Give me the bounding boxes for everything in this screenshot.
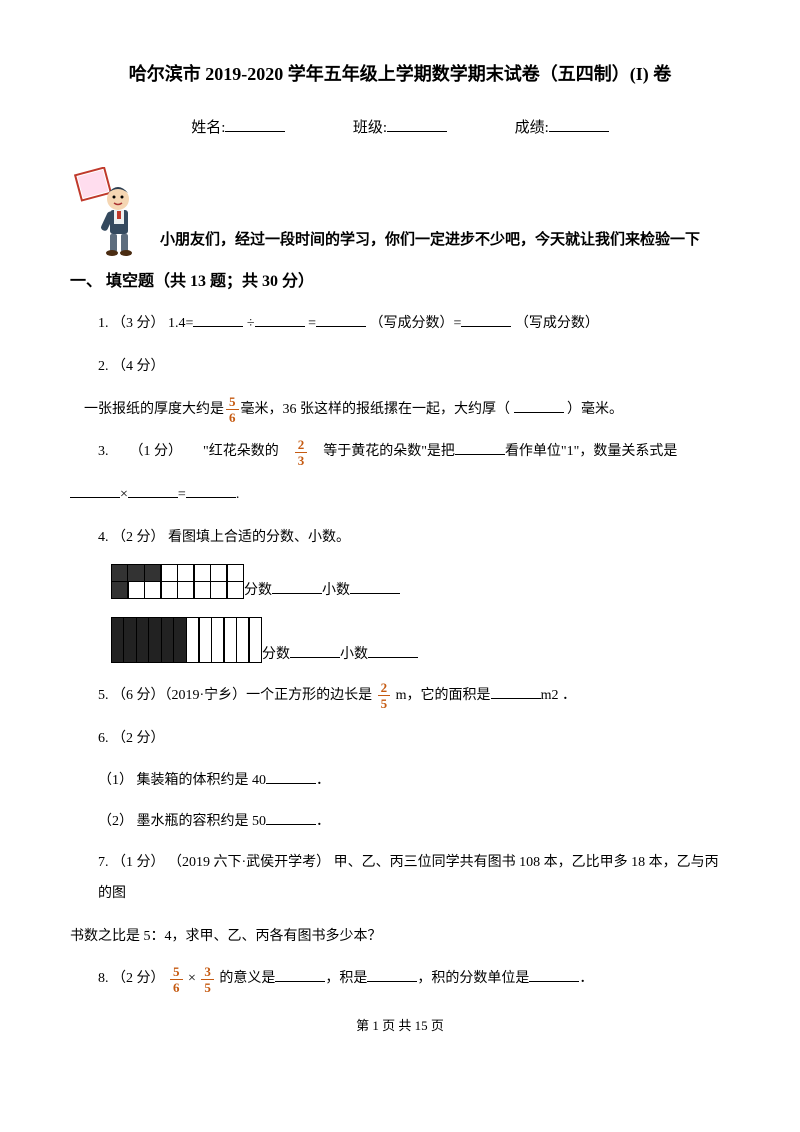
student-info-line: 姓名: 班级: 成绩: xyxy=(70,116,730,137)
question-7: 7. （1 分） （2019 六下·武侯开学考） 甲、乙、丙三位同学共有图书 1… xyxy=(98,848,730,910)
q8-times: × xyxy=(185,971,200,986)
q8-b: 的意义是 xyxy=(216,971,276,986)
q1-blank-2[interactable] xyxy=(255,312,305,327)
q3-blank-3[interactable] xyxy=(128,483,178,498)
question-4-header: 4. （2 分） 看图填上合适的分数、小数。 xyxy=(98,523,730,554)
q8-a: 8. （2 分） xyxy=(98,971,168,986)
question-3-line2: × =. xyxy=(70,480,730,511)
question-7-line2: 书数之比是 5：4，求甲、乙、丙各有图书多少本？ xyxy=(70,922,730,953)
q1-blank-1[interactable] xyxy=(193,312,243,327)
q4-frac-label-2: 分数 xyxy=(262,647,290,662)
name-blank[interactable] xyxy=(225,116,285,132)
question-6-header: 6. （2 分） xyxy=(98,724,730,755)
q4-figure-1: 分数 小数 xyxy=(112,566,730,599)
question-2-body: 一张报纸的厚度大约是56毫米，36 张这样的报纸摞在一起，大约厚（ ）毫米。 xyxy=(84,395,730,426)
q3-blank-2[interactable] xyxy=(70,483,120,498)
question-1: 1. （3 分） 1.4= ÷ = （写成分数）= （写成分数） xyxy=(98,309,730,340)
q2-b: 毫米，36 张这样的报纸摞在一起，大约厚（ xyxy=(241,402,514,417)
q7-b: 书数之比是 5：4，求甲、乙、丙各有图书多少本？ xyxy=(70,929,382,944)
exam-title: 哈尔滨市 2019-2020 学年五年级上学期数学期末试卷（五四制）(I) 卷 xyxy=(70,60,730,86)
mascot-icon xyxy=(70,167,160,257)
q6-s1: （1） 集装箱的体积约是 40 xyxy=(98,773,266,788)
q3-b: 等于黄花的朵数"是把 xyxy=(309,444,455,459)
q4-dec-label-2: 小数 xyxy=(340,647,368,662)
q6-dot-1: ． xyxy=(316,773,330,788)
q5-fraction: 25 xyxy=(378,681,391,710)
q4-blank-1[interactable] xyxy=(272,577,322,594)
q1-note1: （写成分数）= xyxy=(370,316,462,331)
class-label: 班级: xyxy=(353,116,387,137)
q3-fraction: 23 xyxy=(295,438,308,467)
q4-grid-2 xyxy=(112,617,262,663)
q1-blank-3[interactable] xyxy=(316,312,366,327)
question-6-2: （2） 墨水瓶的容积约是 50 ． xyxy=(98,807,730,838)
class-blank[interactable] xyxy=(387,116,447,132)
q8-fraction-2: 35 xyxy=(201,965,214,994)
q3-f: . xyxy=(236,487,240,502)
q2-blank[interactable] xyxy=(514,398,564,413)
q5-blank[interactable] xyxy=(491,684,541,699)
q8-e: ． xyxy=(579,971,593,986)
q4-blank-4[interactable] xyxy=(368,641,418,658)
q3-blank-4[interactable] xyxy=(186,483,236,498)
question-8: 8. （2 分） 56 × 35 的意义是 ，积是 ，积的分数单位是 ． xyxy=(98,964,730,995)
question-3: 3. （1 分） "红花朵数的 23 等于黄花的朵数"是把 看作单位"1"，数量关… xyxy=(98,437,730,468)
q3-blank-1[interactable] xyxy=(455,440,505,455)
q8-d: ，积的分数单位是 xyxy=(417,971,529,986)
q1-note2: （写成分数） xyxy=(515,316,599,331)
q4-grid-1 xyxy=(112,566,244,599)
q1-eq: = xyxy=(308,316,316,331)
q2-fraction: 56 xyxy=(226,395,239,424)
q8-c: ，积是 xyxy=(325,971,367,986)
q6-blank-1[interactable] xyxy=(266,769,316,784)
q1-div: ÷ xyxy=(247,316,255,331)
q3-a: 3. （1 分） "红花朵数的 xyxy=(98,444,293,459)
q1-prefix: 1. （3 分） 1.4= xyxy=(98,316,193,331)
q5-b: m，它的面积是 xyxy=(392,688,490,703)
q5-a: 5. （6 分）（2019·宁乡）一个正方形的边长是 xyxy=(98,688,376,703)
q5-c: m2 ． xyxy=(541,688,576,703)
intro-text: 小朋友们，经过一段时间的学习，你们一定进步不少吧，今天就让我们来检验一下 xyxy=(160,228,700,257)
q3-d: × xyxy=(120,487,128,502)
q2-a: 一张报纸的厚度大约是 xyxy=(84,402,224,417)
q1-blank-4[interactable] xyxy=(461,312,511,327)
name-label: 姓名: xyxy=(191,116,225,137)
q8-blank-2[interactable] xyxy=(367,967,417,982)
q7-a: 7. （1 分） （2019 六下·武侯开学考） 甲、乙、丙三位同学共有图书 1… xyxy=(98,855,719,901)
q2-c: ）毫米。 xyxy=(564,402,624,417)
q6-blank-2[interactable] xyxy=(266,810,316,825)
q4-figure-2: 分数 小数 xyxy=(112,617,730,663)
section-1-header: 一、 填空题（共 13 题；共 30 分） xyxy=(70,267,730,291)
q3-c: 看作单位"1"，数量关系式是 xyxy=(505,444,677,459)
question-5: 5. （6 分）（2019·宁乡）一个正方形的边长是 25 m，它的面积是 m2 … xyxy=(98,681,730,712)
q4-dec-label-1: 小数 xyxy=(322,583,350,598)
question-6-1: （1） 集装箱的体积约是 40 ． xyxy=(98,766,730,797)
question-2-header: 2. （4 分） xyxy=(98,352,730,383)
q4-blank-3[interactable] xyxy=(290,641,340,658)
score-label: 成绩: xyxy=(515,116,549,137)
q3-e: = xyxy=(178,487,186,502)
q8-fraction-1: 56 xyxy=(170,965,183,994)
q6-dot-2: ． xyxy=(316,814,330,829)
score-blank[interactable] xyxy=(549,116,609,132)
q4-blank-2[interactable] xyxy=(350,577,400,594)
page-footer: 第 1 页 共 15 页 xyxy=(70,1015,730,1034)
q8-blank-3[interactable] xyxy=(529,967,579,982)
q8-blank-1[interactable] xyxy=(275,967,325,982)
q4-frac-label-1: 分数 xyxy=(244,583,272,598)
q6-s2: （2） 墨水瓶的容积约是 50 xyxy=(98,814,266,829)
